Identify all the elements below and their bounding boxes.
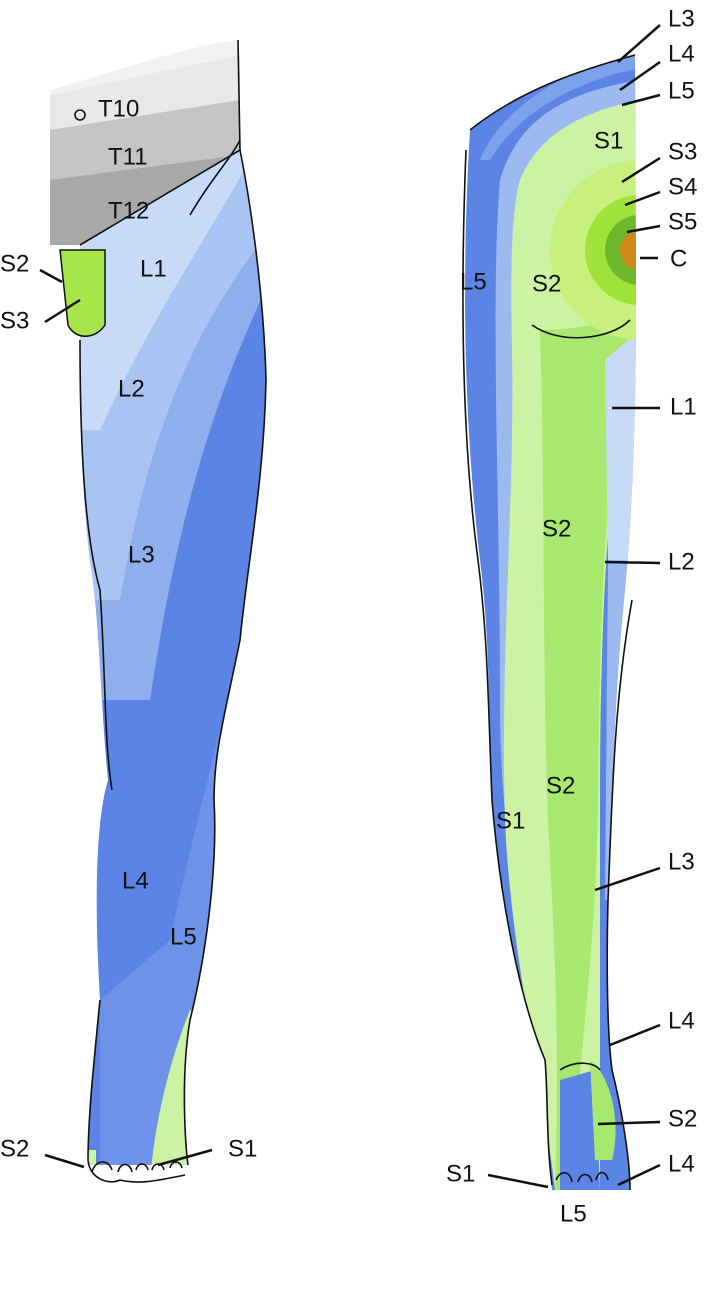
label: S2 bbox=[668, 1105, 697, 1132]
label: S2 bbox=[0, 250, 29, 277]
label: T11 bbox=[108, 143, 148, 170]
label: S1 bbox=[594, 127, 623, 154]
back-view: L3 L4 L5 S1 S3 S4 S5 C L5 S2 L1 S2 L2 S2… bbox=[446, 5, 697, 1227]
label: L2 bbox=[118, 375, 145, 402]
label: L4 bbox=[122, 867, 149, 894]
label: S3 bbox=[0, 307, 29, 334]
label: S2 bbox=[0, 1135, 29, 1162]
label: S2 bbox=[542, 515, 571, 542]
front-view: T10 T11 T12 L1 S2 S3 L2 L3 L4 L5 S2 S1 bbox=[0, 39, 267, 1183]
label: L4 bbox=[668, 40, 695, 67]
label: S2 bbox=[546, 772, 575, 799]
label: T10 bbox=[98, 95, 139, 122]
label: L1 bbox=[140, 255, 167, 282]
label: L3 bbox=[128, 541, 155, 568]
label: S3 bbox=[668, 138, 697, 165]
label: L4 bbox=[668, 1007, 695, 1034]
label: L1 bbox=[670, 393, 697, 420]
label: L2 bbox=[668, 548, 695, 575]
label: L3 bbox=[668, 5, 695, 32]
label: S1 bbox=[228, 1135, 257, 1162]
label: T12 bbox=[108, 197, 149, 224]
label: L5 bbox=[170, 923, 197, 950]
label: S2 bbox=[532, 270, 561, 297]
label: S1 bbox=[446, 1160, 475, 1187]
label: L4 bbox=[668, 1150, 695, 1177]
label: C bbox=[670, 245, 687, 272]
label: L5 bbox=[460, 268, 487, 295]
label: L3 bbox=[668, 848, 695, 875]
label: L5 bbox=[668, 77, 695, 104]
label: S1 bbox=[496, 807, 525, 834]
label: L5 bbox=[560, 1200, 587, 1227]
label: S5 bbox=[668, 208, 697, 235]
label: S4 bbox=[668, 173, 697, 200]
